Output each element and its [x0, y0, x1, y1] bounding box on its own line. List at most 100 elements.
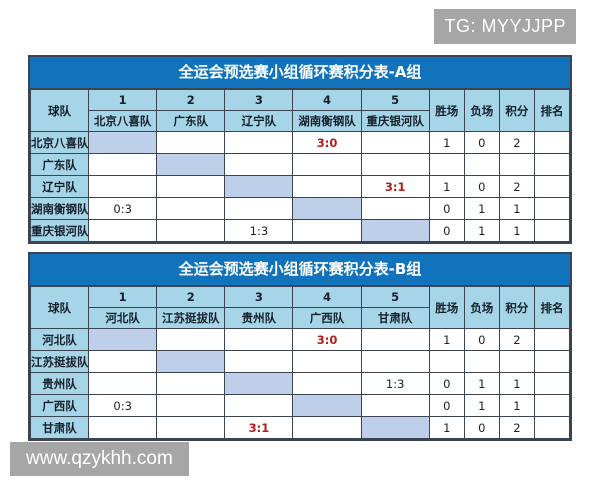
col-header-team: 球队: [29, 89, 90, 132]
points-cell: 1: [498, 372, 535, 395]
group-b-title: 全运会预选赛小组循环赛积分表-B组: [30, 254, 570, 286]
score-cell: [224, 131, 294, 154]
score-cell: 3:1: [224, 416, 294, 439]
losses-cell: 0: [463, 416, 500, 439]
team-cell: 辽宁队: [29, 175, 90, 198]
col-header-team: 球队: [29, 286, 90, 329]
col-header-opp-5: 甘肃队: [360, 307, 430, 329]
score-cell: [360, 197, 430, 220]
score-cell: [292, 153, 362, 176]
team-cell: 甘肃队: [29, 416, 90, 439]
score-cell: 3:0: [292, 328, 362, 351]
group-a-grid: 球队 1 2 3 4 5 胜场 负场 积分 排名 北京八喜队 广东队 辽宁队 湖…: [29, 89, 571, 242]
score-cell: [224, 153, 294, 176]
points-cell: 2: [498, 416, 535, 439]
col-header-opp-2: 江苏挺拔队: [156, 307, 226, 329]
col-header-opp-1: 河北队: [88, 307, 158, 329]
group-a-table: 全运会预选赛小组循环赛积分表-A组 球队 1 2 3 4 5 胜场 负场 积分 …: [28, 55, 572, 244]
table-row: 贵州队 1:3 0 1 1: [29, 372, 571, 395]
losses-cell: 0: [463, 328, 500, 351]
score-cell: [156, 350, 226, 373]
col-header-opp-3: 辽宁队: [224, 110, 294, 132]
score-cell: [292, 175, 362, 198]
score-cell: [292, 372, 362, 395]
col-header-num-4: 4: [292, 89, 362, 111]
col-header-num-4: 4: [292, 286, 362, 308]
group-b-grid: 球队 1 2 3 4 5 胜场 负场 积分 排名 河北队 江苏挺拔队 贵州队 广…: [29, 286, 571, 439]
points-cell: 2: [498, 131, 535, 154]
score-cell: [360, 219, 430, 242]
score-cell: [88, 175, 158, 198]
score-cell: [88, 416, 158, 439]
table-row: 甘肃队 3:1 1 0 2: [29, 416, 571, 439]
col-header-opp-2: 广东队: [156, 110, 226, 132]
score-cell: [88, 131, 158, 154]
rank-cell: [533, 416, 571, 439]
col-header-opp-3: 贵州队: [224, 307, 294, 329]
points-cell: 2: [498, 328, 535, 351]
points-cell: [498, 153, 535, 176]
score-cell: [224, 372, 294, 395]
rank-cell: [533, 394, 571, 417]
score-cell: [224, 175, 294, 198]
col-header-num-2: 2: [156, 89, 226, 111]
score-cell: [224, 350, 294, 373]
website-watermark: www.qzykhh.com: [10, 442, 189, 476]
score-cell: [292, 197, 362, 220]
score-cell: [292, 350, 362, 373]
score-cell: [224, 197, 294, 220]
col-header-num-3: 3: [224, 286, 294, 308]
points-cell: 1: [498, 219, 535, 242]
score-cell: [360, 131, 430, 154]
wins-cell: 1: [428, 175, 465, 198]
score-cell: [156, 153, 226, 176]
table-row: 河北队 3:0 1 0 2: [29, 328, 571, 351]
team-cell: 河北队: [29, 328, 90, 351]
table-row: 广西队 0:3 0 1 1: [29, 394, 571, 417]
score-cell: [360, 350, 430, 373]
col-header-opp-5: 重庆银河队: [360, 110, 430, 132]
wins-cell: 0: [428, 219, 465, 242]
score-cell: [292, 219, 362, 242]
score-cell: [156, 131, 226, 154]
table-row: 重庆银河队 1:3 0 1 1: [29, 219, 571, 242]
rank-cell: [533, 372, 571, 395]
table-row: 湖南衡钢队 0:3 0 1 1: [29, 197, 571, 220]
score-cell: [292, 416, 362, 439]
team-cell: 江苏挺拔队: [29, 350, 90, 373]
col-header-num-5: 5: [360, 89, 430, 111]
score-cell: [224, 328, 294, 351]
group-a-title: 全运会预选赛小组循环赛积分表-A组: [30, 57, 570, 89]
score-cell: [224, 394, 294, 417]
col-header-opp-1: 北京八喜队: [88, 110, 158, 132]
col-header-wins: 胜场: [428, 89, 465, 132]
table-row: 广东队: [29, 153, 571, 176]
score-cell: [360, 328, 430, 351]
col-header-losses: 负场: [463, 286, 500, 329]
losses-cell: 1: [463, 197, 500, 220]
col-header-opp-4: 湖南衡钢队: [292, 110, 362, 132]
wins-cell: 0: [428, 197, 465, 220]
col-header-rank: 排名: [533, 89, 571, 132]
col-header-opp-4: 广西队: [292, 307, 362, 329]
rank-cell: [533, 350, 571, 373]
col-header-wins: 胜场: [428, 286, 465, 329]
wins-cell: [428, 153, 465, 176]
header-row-opponents: 北京八喜队 广东队 辽宁队 湖南衡钢队 重庆银河队: [31, 110, 570, 132]
score-cell: [88, 328, 158, 351]
header-row-numbers: 球队 1 2 3 4 5 胜场 负场 积分 排名: [29, 89, 571, 132]
rank-cell: [533, 328, 571, 351]
score-cell: 0:3: [88, 394, 158, 417]
score-cell: [156, 219, 226, 242]
score-cell: [360, 153, 430, 176]
score-cell: [156, 197, 226, 220]
rank-cell: [533, 153, 571, 176]
wins-cell: [428, 350, 465, 373]
score-cell: 3:0: [292, 131, 362, 154]
col-header-num-1: 1: [88, 89, 158, 111]
losses-cell: [463, 350, 500, 373]
col-header-num-2: 2: [156, 286, 226, 308]
col-header-num-3: 3: [224, 89, 294, 111]
losses-cell: [463, 153, 500, 176]
wins-cell: 1: [428, 131, 465, 154]
